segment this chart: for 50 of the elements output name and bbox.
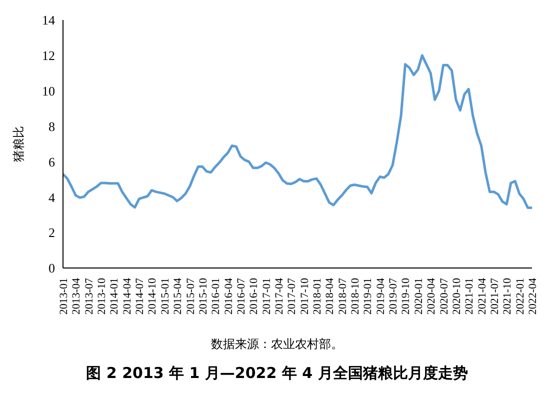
x-tick-label: 2022-01 <box>514 278 526 315</box>
x-tick-label: 2020-01 <box>412 278 425 315</box>
x-tick-label: 2015-10 <box>197 278 210 315</box>
x-tick-label: 2020-10 <box>450 278 463 315</box>
x-tick-label: 2014-04 <box>121 278 134 315</box>
y-tick-label: 4 <box>48 190 56 205</box>
x-tick-label: 2017-07 <box>286 278 298 315</box>
x-tick-label: 2021-01 <box>464 278 476 315</box>
y-tick-label: 0 <box>48 260 55 276</box>
y-tick-label: 10 <box>42 83 55 98</box>
x-tick-label: 2016-10 <box>248 278 260 315</box>
x-tick-label: 2021-10 <box>502 278 514 315</box>
y-tick-label: 8 <box>48 118 55 134</box>
line-series <box>63 54 532 210</box>
x-tick-label: 2013-04 <box>70 278 83 315</box>
x-tick-label: 2017-01 <box>260 278 273 315</box>
x-tick-label: 2018-04 <box>324 278 336 315</box>
x-tick-label: 2019-07 <box>388 278 400 315</box>
x-tick-label: 2014-07 <box>134 278 146 315</box>
x-tick-label: 2021-07 <box>488 278 501 315</box>
source-note: 数据来源：农业农村部。 <box>210 336 344 353</box>
x-tick-label: 2019-10 <box>400 278 412 315</box>
x-tick-label: 2016-07 <box>235 278 248 315</box>
text: 图 2 2013 年 1 月—2022 年 4 月全国猪粮比月度走势 <box>85 364 469 383</box>
x-tick-label: 2018-01 <box>312 278 324 315</box>
x-tick-label: 2022-04 <box>527 278 539 315</box>
x-tick-label: 2015-07 <box>184 278 197 315</box>
x-tick-label: 2013-07 <box>83 278 96 315</box>
x-tick-label: 2018-07 <box>336 278 349 315</box>
x-tick-label: 2014-10 <box>146 278 159 315</box>
x-tick-label: 2017-10 <box>298 278 311 315</box>
x-tick-label: 2021-04 <box>476 278 488 315</box>
x-tick-label: 2018-10 <box>350 278 362 315</box>
y-axis-title: 猪粮比 <box>11 126 26 162</box>
x-tick-label: 2020-07 <box>438 278 450 315</box>
x-tick-label: 2016-04 <box>222 278 235 315</box>
y-tick-label: 12 <box>42 48 55 64</box>
x-tick-label: 2013-01 <box>58 278 70 315</box>
x-tick-label: 2016-01 <box>210 278 222 315</box>
x-tick-label: 2013-10 <box>96 278 108 315</box>
x-tick-label: 2015-01 <box>159 278 172 315</box>
y-tick-label: 6 <box>48 154 56 170</box>
x-tick-label: 2015-04 <box>172 278 184 315</box>
x-tick-label: 2017-04 <box>273 278 286 315</box>
y-tick-label: 2 <box>48 225 55 240</box>
x-tick-label: 2019-04 <box>374 278 387 315</box>
y-tick-label: 14 <box>42 12 56 28</box>
x-tick-label: 2014-01 <box>108 278 121 315</box>
x-tick-label: 2019-01 <box>362 278 374 315</box>
x-tick-label: 2020-04 <box>426 278 438 315</box>
